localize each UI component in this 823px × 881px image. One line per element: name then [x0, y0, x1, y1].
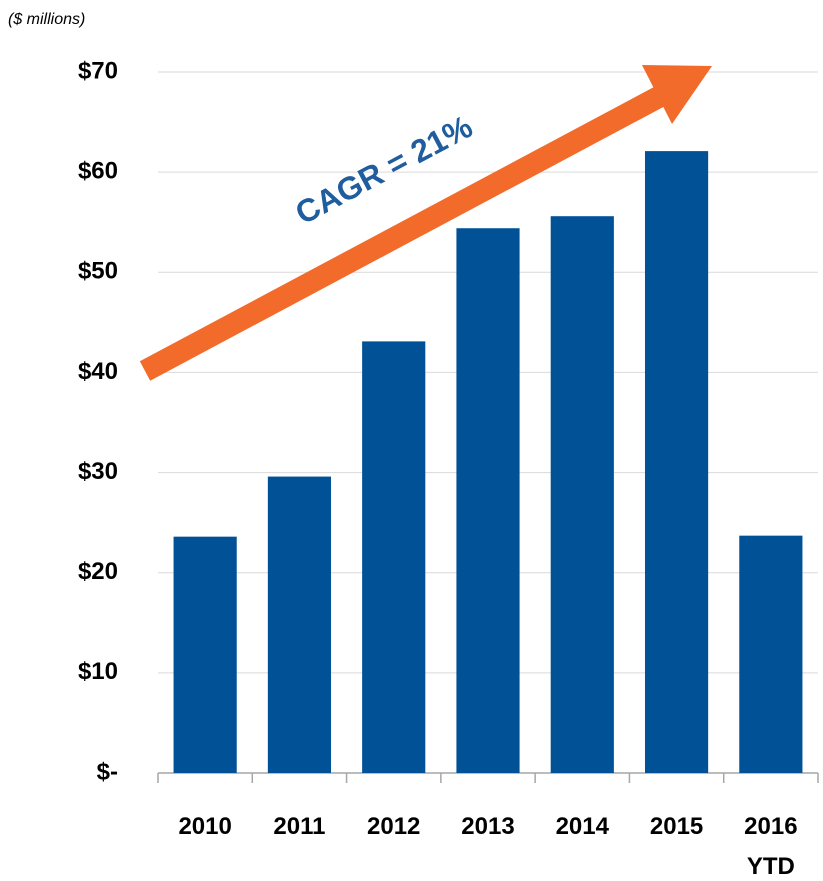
x-tick-label: 2012: [367, 813, 420, 840]
trend-arrow-shaft: [139, 82, 674, 381]
y-tick-label: $70: [78, 57, 118, 84]
x-tick-label: 2016 YTD: [744, 813, 797, 880]
bar: [644, 151, 709, 773]
bar: [550, 216, 614, 774]
x-tick-label: 2014: [556, 813, 610, 840]
x-tick-label: 2013: [461, 813, 514, 840]
x-tick-label: 2010: [178, 813, 231, 840]
y-tick-label: $40: [78, 358, 118, 385]
y-tick-label: $10: [78, 658, 118, 685]
bar: [739, 535, 803, 773]
bar: [173, 536, 237, 773]
bar: [362, 341, 426, 773]
bar: [267, 476, 332, 773]
y-tick-label: $20: [78, 558, 118, 585]
x-tick-label: 2015: [650, 813, 703, 840]
y-tick-label: $-: [97, 758, 118, 785]
chart-subtitle: ($ millions): [8, 11, 85, 28]
x-tick-label: 2011: [273, 813, 325, 840]
trend-arrow-head: [642, 65, 712, 124]
y-tick-label: $30: [78, 458, 118, 485]
bar: [456, 228, 520, 774]
y-tick-label: $60: [78, 157, 118, 184]
y-tick-label: $50: [78, 258, 118, 285]
